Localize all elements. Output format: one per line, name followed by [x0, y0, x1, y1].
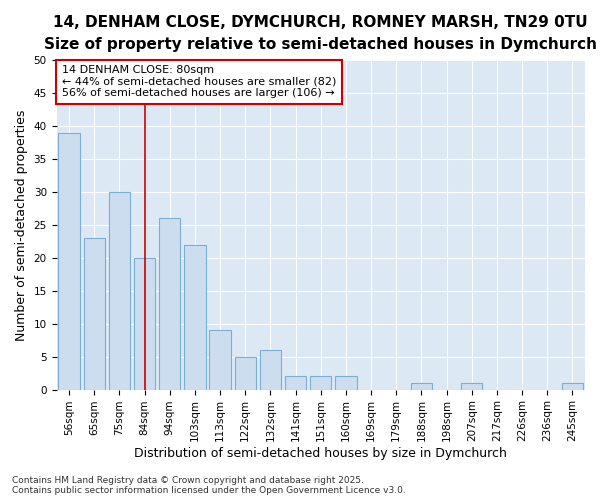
Bar [159, 218, 181, 390]
Bar [209, 330, 231, 390]
Bar [134, 258, 155, 390]
Bar [310, 376, 331, 390]
Title: 14, DENHAM CLOSE, DYMCHURCH, ROMNEY MARSH, TN29 0TU
Size of property relative to: 14, DENHAM CLOSE, DYMCHURCH, ROMNEY MARS… [44, 15, 597, 52]
Bar [260, 350, 281, 390]
Bar [562, 383, 583, 390]
X-axis label: Distribution of semi-detached houses by size in Dymchurch: Distribution of semi-detached houses by … [134, 447, 507, 460]
Bar [461, 383, 482, 390]
Bar [58, 133, 80, 390]
Y-axis label: Number of semi-detached properties: Number of semi-detached properties [15, 110, 28, 340]
Bar [184, 244, 206, 390]
Bar [109, 192, 130, 390]
Bar [335, 376, 356, 390]
Text: 14 DENHAM CLOSE: 80sqm
← 44% of semi-detached houses are smaller (82)
56% of sem: 14 DENHAM CLOSE: 80sqm ← 44% of semi-det… [62, 66, 336, 98]
Bar [411, 383, 432, 390]
Bar [235, 356, 256, 390]
Bar [285, 376, 306, 390]
Bar [83, 238, 105, 390]
Text: Contains HM Land Registry data © Crown copyright and database right 2025.
Contai: Contains HM Land Registry data © Crown c… [12, 476, 406, 495]
